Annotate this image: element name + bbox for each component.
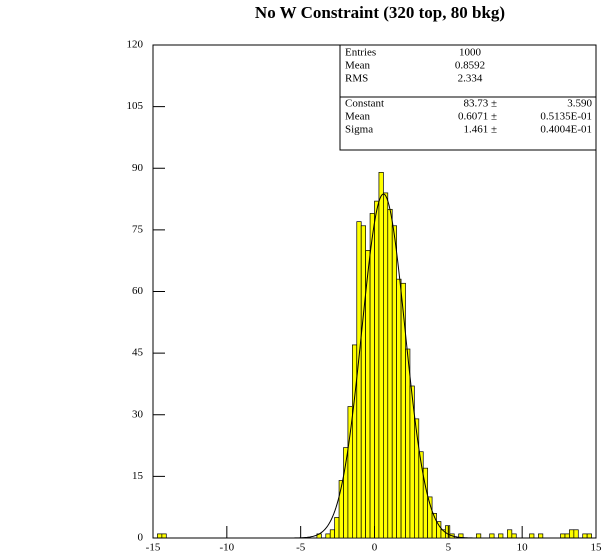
bar bbox=[476, 533, 482, 539]
x-tick-label: 15 bbox=[591, 542, 603, 554]
stat-value: 0.8592 bbox=[455, 60, 485, 72]
y-tick-label: 0 bbox=[138, 532, 144, 544]
stat-name: RMS bbox=[345, 73, 368, 85]
bar bbox=[325, 533, 331, 539]
bar bbox=[356, 221, 362, 539]
x-tick-label: -10 bbox=[219, 542, 234, 554]
bar bbox=[582, 533, 588, 539]
bar bbox=[369, 213, 375, 539]
bar bbox=[396, 278, 402, 539]
bar bbox=[374, 200, 380, 539]
bar bbox=[436, 521, 442, 539]
fit-name: Constant bbox=[345, 98, 384, 110]
y-tick-label: 75 bbox=[132, 223, 144, 235]
chart-title: No W Constraint (320 top, 80 bkg) bbox=[255, 3, 505, 22]
bar bbox=[383, 192, 389, 539]
y-tick-label: 120 bbox=[127, 39, 144, 51]
bar bbox=[569, 529, 575, 539]
bar bbox=[489, 533, 495, 539]
fit-name: Sigma bbox=[345, 124, 373, 136]
fit-value: 0.6071 ± bbox=[458, 111, 497, 123]
bar bbox=[334, 517, 340, 539]
x-tick-label: -5 bbox=[296, 542, 306, 554]
fit-error: 0.5135E-01 bbox=[540, 111, 592, 123]
bar bbox=[507, 529, 513, 539]
bar bbox=[157, 533, 163, 539]
x-tick-label: -15 bbox=[146, 542, 161, 554]
bar bbox=[360, 225, 366, 539]
fit-error: 3.590 bbox=[567, 98, 592, 110]
bar bbox=[391, 225, 398, 539]
bar bbox=[564, 533, 570, 539]
bar bbox=[378, 172, 384, 539]
bar bbox=[400, 282, 406, 539]
bar bbox=[560, 533, 566, 539]
y-tick-label: 90 bbox=[132, 162, 144, 174]
y-tick-label: 60 bbox=[132, 285, 144, 297]
y-tick-label: 15 bbox=[132, 470, 144, 482]
x-tick-label: 5 bbox=[446, 542, 452, 554]
y-tick-label: 105 bbox=[127, 100, 144, 112]
bar bbox=[458, 533, 464, 539]
bar bbox=[352, 344, 358, 539]
bar bbox=[445, 525, 451, 539]
y-tick-label: 45 bbox=[132, 347, 144, 359]
x-tick-label: 10 bbox=[517, 542, 529, 554]
bar bbox=[586, 533, 592, 539]
bar bbox=[387, 208, 393, 539]
bar bbox=[529, 533, 535, 539]
bar bbox=[405, 348, 411, 539]
bar bbox=[573, 529, 579, 539]
bar bbox=[498, 533, 504, 539]
y-tick-label: 30 bbox=[132, 408, 144, 420]
bar bbox=[329, 529, 335, 539]
bar bbox=[365, 250, 371, 539]
stat-value: 2.334 bbox=[458, 73, 483, 85]
stat-name: Mean bbox=[345, 60, 371, 72]
stat-value: 1000 bbox=[459, 47, 482, 59]
bar bbox=[538, 533, 544, 539]
stat-name: Entries bbox=[345, 47, 376, 59]
bar bbox=[511, 533, 517, 539]
fit-name: Mean bbox=[345, 111, 371, 123]
bar bbox=[347, 406, 353, 539]
bar bbox=[414, 418, 420, 539]
fit-value: 1.461 ± bbox=[463, 124, 497, 136]
x-tick-label: 0 bbox=[372, 542, 378, 554]
bar bbox=[161, 533, 167, 539]
fit-value: 83.73 ± bbox=[463, 98, 497, 110]
fit-error: 0.4004E-01 bbox=[540, 124, 592, 136]
